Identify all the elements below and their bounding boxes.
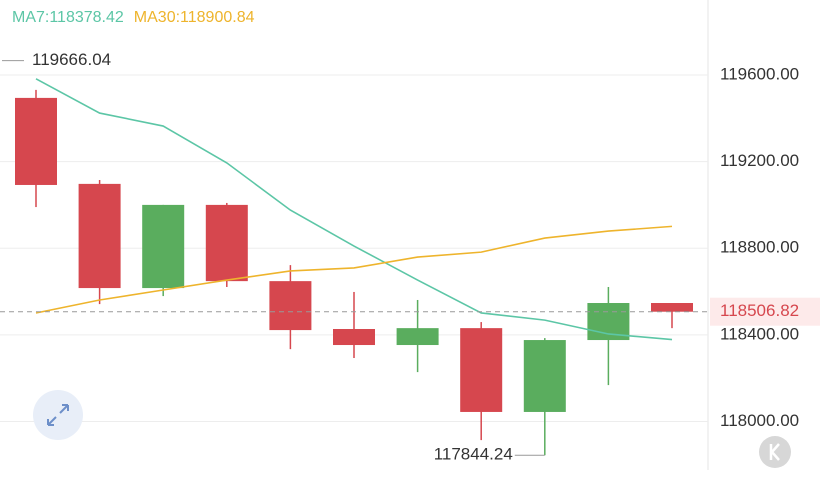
k-icon [769,443,780,461]
y-tick-label: 118800.00 [720,238,799,257]
candle-body [142,204,185,289]
ma-line [35,225,673,314]
expand-button[interactable] [33,390,83,440]
k-button[interactable] [759,436,791,468]
k-circle[interactable] [759,436,791,468]
max-label: 119666.04 [32,50,111,69]
candle-body [396,328,439,346]
candle-body [651,303,693,312]
candle-body [269,281,312,331]
candle-body [460,328,503,412]
legend-entry: MA30:118900.84 [134,9,255,26]
ma-line [35,78,673,341]
last-price-label: 118506.82 [720,301,799,320]
candle-body [205,204,248,282]
expand-icon [47,404,69,426]
y-tick-label: 118400.00 [720,324,799,343]
candle-body [78,183,121,289]
y-tick-label: 119600.00 [720,64,799,83]
y-tick-label: 118000.00 [720,411,799,430]
expand-circle[interactable] [33,390,83,440]
candle-body [333,329,375,346]
candle-body [523,340,566,412]
min-label: 117844.24 [434,445,513,464]
plot: 118000.00 118400.00 118800.00 119200.00 1196… [0,9,820,464]
legend-entry: MA7:118378.42 [12,9,124,26]
y-tick-label: 119200.00 [720,151,799,170]
last-price-box [710,297,820,326]
candle-body [15,97,57,185]
